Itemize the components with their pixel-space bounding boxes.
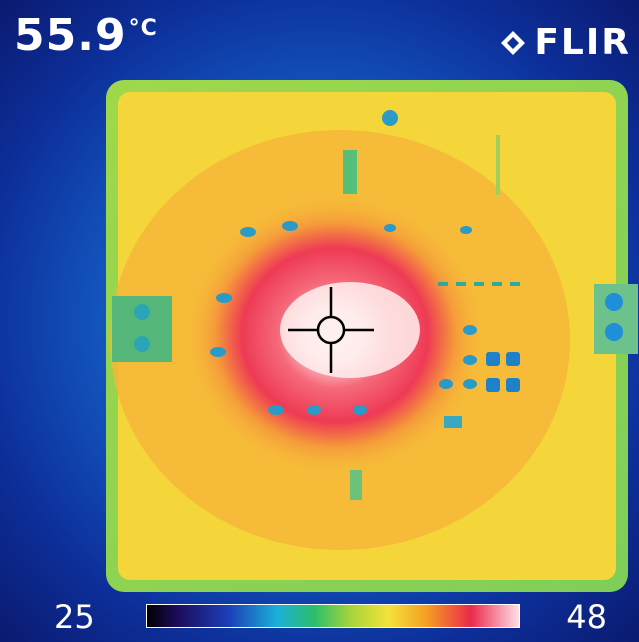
brand-logo: FLIR xyxy=(500,22,631,63)
right-connector-pin xyxy=(605,293,623,311)
bga-group xyxy=(486,352,520,392)
temperature-unit: °C xyxy=(128,16,158,41)
component xyxy=(382,110,398,126)
color-scale-bar xyxy=(146,604,520,628)
brand-name: FLIR xyxy=(534,22,631,63)
component xyxy=(343,150,357,194)
scale-min-label: 25 xyxy=(54,598,95,636)
temperature-readout: 55.9°C xyxy=(14,14,158,58)
components-group xyxy=(210,221,477,415)
component xyxy=(496,135,500,195)
temperature-value: 55.9 xyxy=(14,10,127,61)
small-pads xyxy=(350,282,520,500)
left-connector-pin xyxy=(134,304,150,320)
temperature-scale: 25 48 xyxy=(0,596,639,642)
flir-diamond-icon xyxy=(501,30,526,55)
right-connector-pin xyxy=(605,323,623,341)
left-connector-pin xyxy=(134,336,150,352)
scale-max-label: 48 xyxy=(566,598,607,636)
crosshair xyxy=(288,287,374,373)
